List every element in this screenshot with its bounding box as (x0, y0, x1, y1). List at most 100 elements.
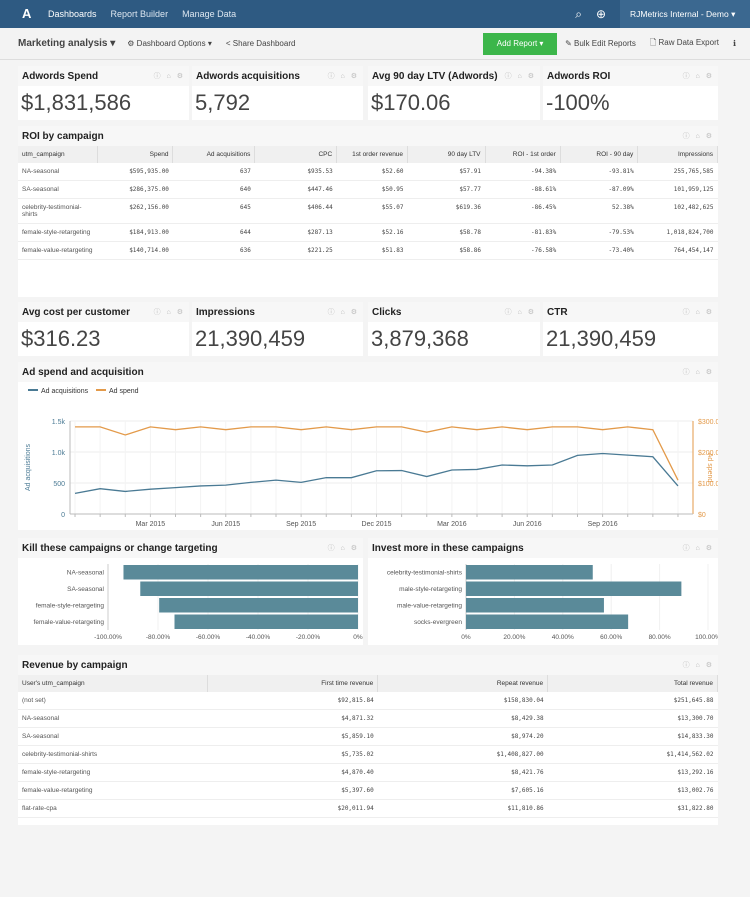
dashboard-title[interactable]: Marketing analysis ▾ (18, 38, 116, 49)
table-cell: (not set) (18, 692, 208, 710)
column-header[interactable]: 1st order revenue (336, 146, 409, 163)
bulk-edit-button[interactable]: ✎ Bulk Edit Reports (565, 39, 636, 48)
table-cell: $52.60 (336, 163, 408, 181)
legend-label: Ad acquisitions (41, 388, 89, 395)
x-tick-label: -20.00% (296, 634, 320, 641)
card-actions-icon[interactable]: ⓘ ⌂ ⚙ (682, 133, 714, 140)
table-cell: $158,830.04 (377, 692, 548, 710)
bar (159, 598, 358, 613)
account-menu[interactable]: RJMetrics Internal - Demo ▾ (620, 0, 750, 28)
kpi-label: Adwords Spend (22, 70, 99, 82)
kpi-value: $316.23 (21, 326, 101, 351)
card-actions-icon[interactable]: ⓘ ⌂ ⚙ (327, 73, 359, 80)
column-header[interactable]: Total revenue (547, 675, 718, 692)
table-cell: female-style-retargeting (18, 223, 98, 242)
column-header[interactable]: CPC (254, 146, 338, 163)
table-cell: -79.53% (560, 223, 638, 242)
x-tick-label: 80.00% (649, 634, 671, 641)
y2-tick-label: $0 (698, 512, 706, 519)
table-cell: -88.61% (485, 180, 561, 199)
table-cell: 644 (172, 223, 255, 242)
bar (466, 581, 682, 596)
kpi-tile: Adwords ROI ⓘ ⌂ ⚙ -100% (543, 66, 718, 120)
table-cell: NA-seasonal (18, 163, 98, 181)
kpi-label: Avg cost per customer (22, 306, 130, 318)
help-icon[interactable]: ⊕ (595, 7, 606, 21)
dashboard-options-button[interactable]: ⚙ Dashboard Options ▾ (127, 39, 212, 48)
x-tick-label: -100.00% (94, 634, 122, 641)
card-title: Revenue by campaign (22, 659, 128, 671)
table-cell: flat-rate-cpa (18, 799, 208, 818)
table-row: celebrity-testimonial-shirts $262,156.00 6… (18, 198, 718, 224)
column-header[interactable]: utm_campaign (18, 146, 99, 163)
category-label: SA-seasonal (67, 586, 104, 593)
y-tick-label: 1.5k (52, 419, 66, 426)
table-cell: $92,815.84 (207, 692, 378, 710)
line-chart-card: Ad spend and acquisition ⓘ ⌂ ⚙ 0 $0 500 $100… (18, 362, 723, 530)
table-cell: 764,454,147 (637, 241, 718, 260)
x-tick-label: Mar 2016 (437, 521, 467, 528)
x-tick-label: 60.00% (600, 634, 622, 641)
raw-export-button[interactable]: 🗋 Raw Data Export (649, 37, 719, 47)
card-actions-icon[interactable]: ⓘ ⌂ ⚙ (504, 309, 536, 316)
kpi-value: $1,831,586 (21, 90, 132, 115)
table-cell: $447.46 (254, 180, 337, 199)
kpi-value: 21,390,459 (546, 326, 657, 351)
table-cell: $58.78 (407, 223, 486, 242)
search-icon[interactable]: ⌕ (575, 6, 582, 21)
table-cell: $8,429.38 (377, 709, 548, 728)
column-header[interactable]: ROI - 1st order (485, 146, 561, 163)
y-tick-label: 500 (53, 481, 65, 488)
column-header[interactable]: Impressions (637, 146, 718, 163)
nav-report-builder[interactable]: Report Builder (110, 9, 169, 19)
x-tick-label: 0% (353, 634, 363, 641)
nav-manage-data[interactable]: Manage Data (182, 9, 237, 19)
table-cell: $1,414,562.02 (547, 745, 718, 764)
category-label: female-style-retargeting (36, 602, 105, 609)
table-cell: $13,002.76 (547, 781, 718, 800)
share-dashboard-button[interactable]: < Share Dashboard (225, 39, 296, 48)
card-actions-icon[interactable]: ⓘ ⌂ ⚙ (327, 309, 359, 316)
line-chart: 0 $0 500 $100.00 1.0k $200.00 1.5k $300.00 Mar 2… (25, 388, 723, 528)
table-row: NA-seasonal $4,871.32 $8,429.38 $13,300.70 (18, 709, 718, 728)
table-cell: $595,935.00 (97, 163, 173, 181)
table-cell: $14,833.30 (547, 727, 718, 746)
column-header[interactable]: ROI - 90 day (560, 146, 639, 163)
card-actions-icon[interactable]: ⓘ ⌂ ⚙ (153, 309, 185, 316)
column-header[interactable]: User's utm_campaign (18, 675, 209, 692)
nav-dashboards[interactable]: Dashboards (48, 9, 97, 19)
table-row: female-style-retargeting $184,913.00 644 $2… (18, 223, 718, 242)
y-tick-label: 1.0k (52, 450, 66, 457)
category-label: male-value-retargeting (397, 602, 462, 609)
card-actions-icon[interactable]: ⓘ ⌂ ⚙ (504, 73, 536, 80)
kpi-label: Clicks (372, 306, 402, 318)
card-actions-icon[interactable]: ⓘ ⌂ ⚙ (682, 309, 714, 316)
card-actions-icon[interactable]: ⓘ ⌂ ⚙ (682, 545, 714, 552)
table-cell: -76.58% (485, 241, 561, 260)
bar (466, 598, 604, 613)
x-tick-label: 100.00% (695, 634, 718, 641)
column-header[interactable]: Ad acquisitions (172, 146, 256, 163)
roi-table: utm_campaign Spend Ad acquisitions CPC 1st o… (18, 146, 718, 260)
column-header[interactable]: First time revenue (207, 675, 379, 692)
add-report-button[interactable]: Add Report ▾ (483, 32, 558, 55)
x-tick-label: -40.00% (246, 634, 270, 641)
logo[interactable]: A (22, 6, 32, 21)
series-line-0 (74, 452, 679, 494)
table-cell: -86.45% (485, 198, 561, 224)
x-tick-label: Jun 2016 (513, 521, 542, 528)
column-header[interactable]: Repeat revenue (377, 675, 549, 692)
card-actions-icon[interactable]: ⓘ ⌂ ⚙ (153, 73, 185, 80)
table-cell: -87.09% (560, 180, 638, 199)
card-actions-icon[interactable]: ⓘ ⌂ ⚙ (682, 73, 714, 80)
card-actions-icon[interactable]: ⓘ ⌂ ⚙ (682, 369, 714, 376)
card-actions-icon[interactable]: ⓘ ⌂ ⚙ (682, 662, 714, 669)
table-cell: SA-seasonal (18, 180, 98, 199)
column-header[interactable]: 90 day LTV (407, 146, 486, 163)
card-actions-icon[interactable]: ⓘ ⌂ ⚙ (327, 545, 359, 552)
bar (466, 565, 593, 580)
revenue-table: User's utm_campaign First time revenue Rep… (18, 675, 718, 818)
info-icon[interactable]: ℹ (732, 39, 736, 48)
column-header[interactable]: Spend (97, 146, 174, 163)
table-cell: $406.44 (254, 198, 337, 224)
